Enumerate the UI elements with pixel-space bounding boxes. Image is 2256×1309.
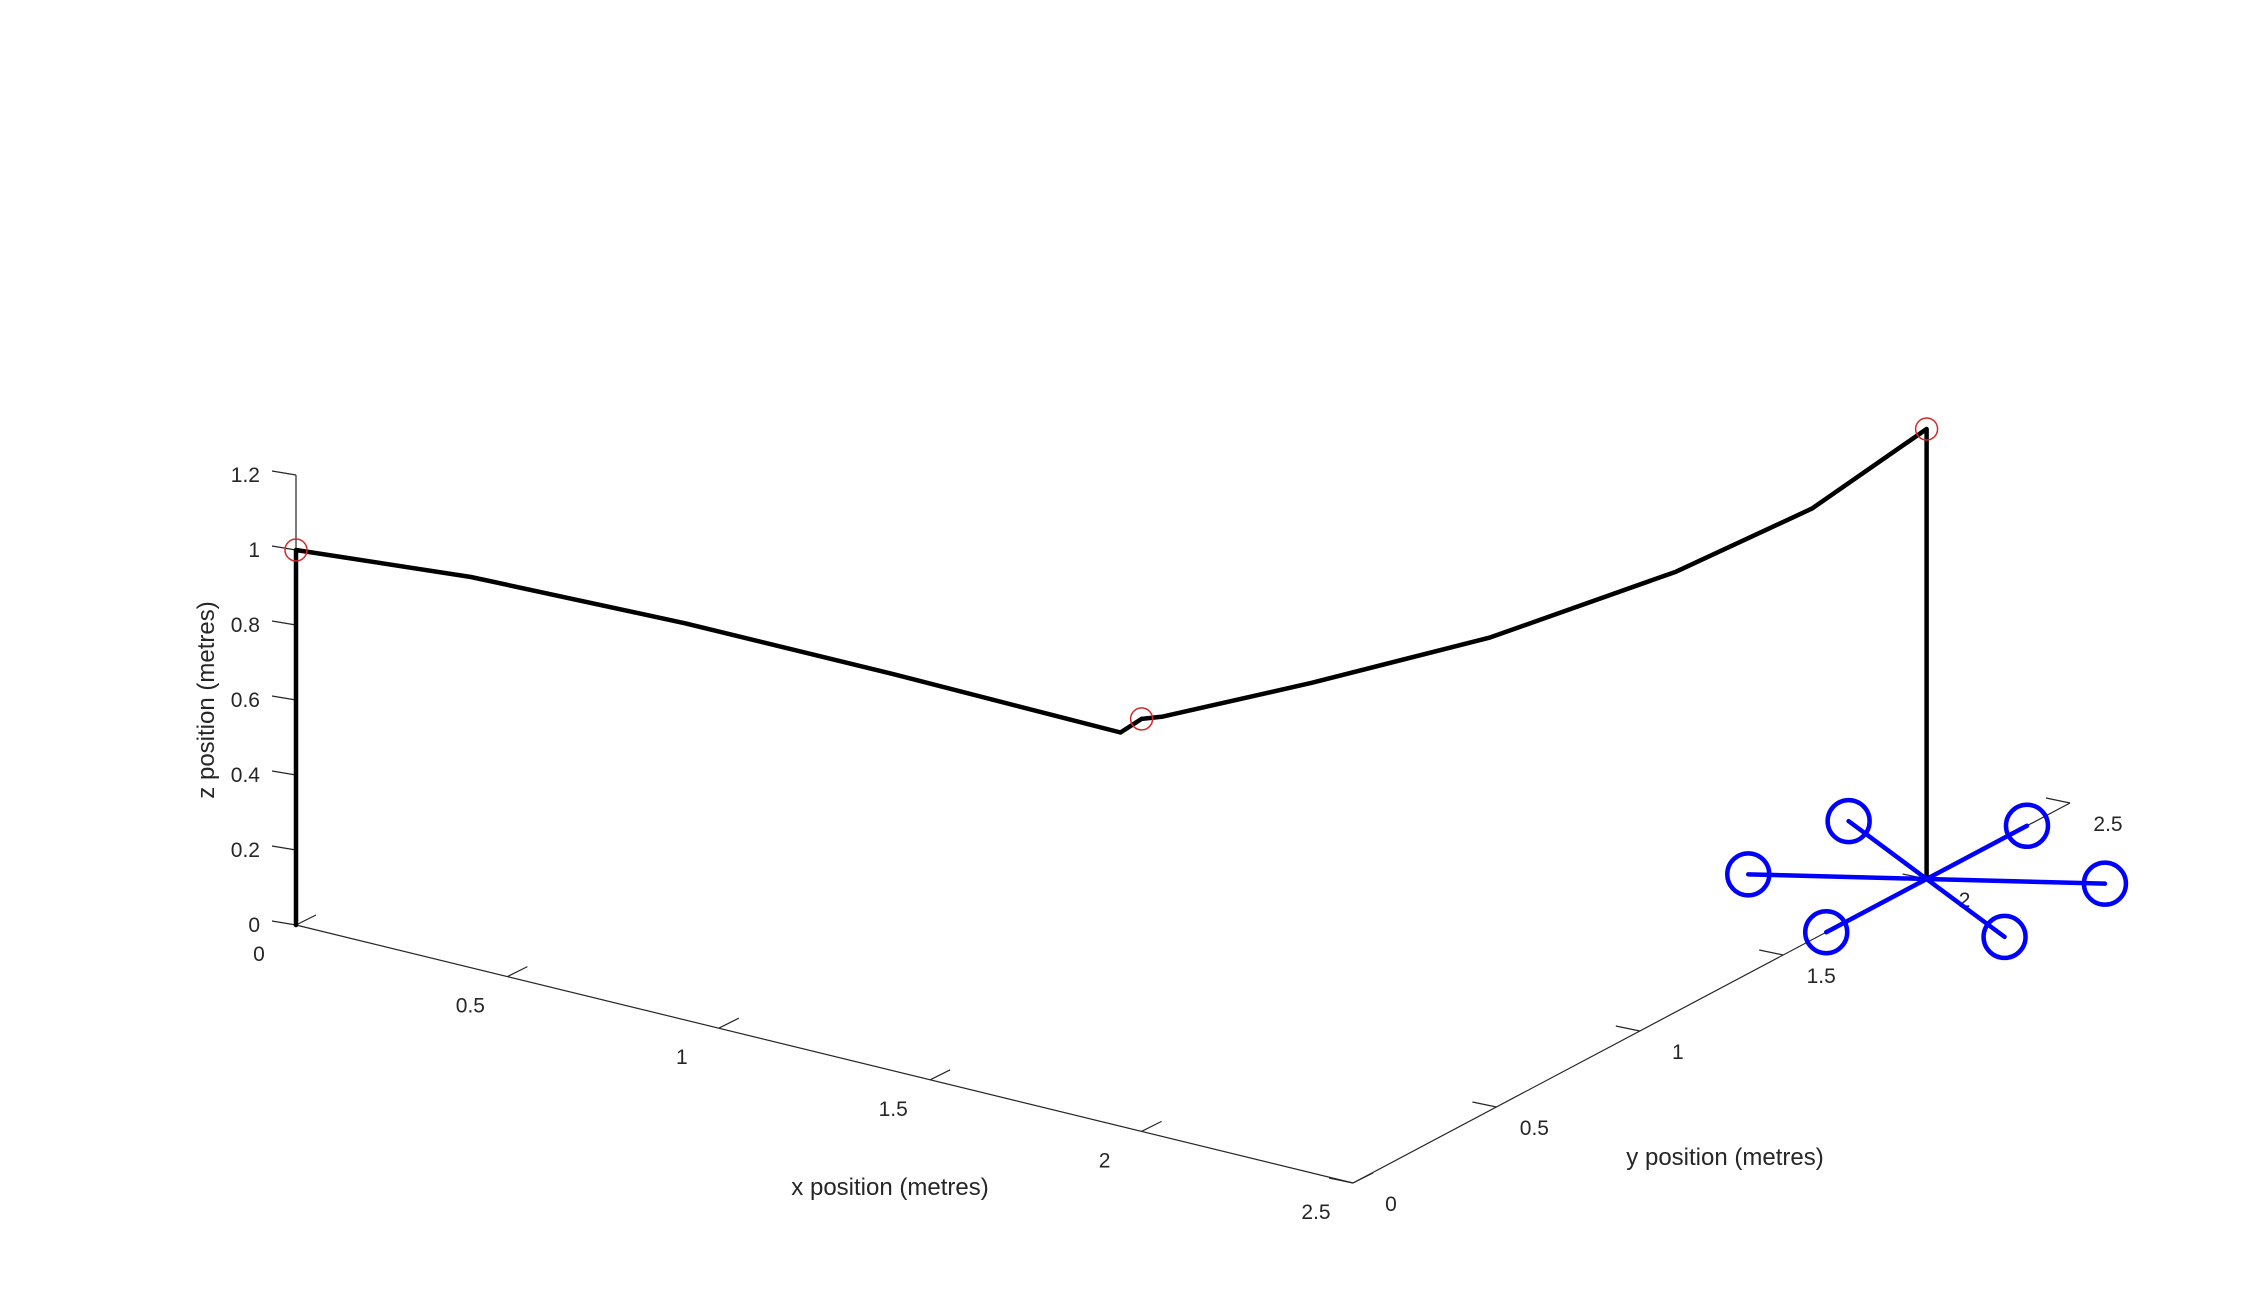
y-tick-label: 1 bbox=[1672, 1041, 1684, 1064]
y-tick bbox=[1328, 1177, 1354, 1184]
y-tick-label: 0.5 bbox=[1520, 1117, 1549, 1140]
y-tick-label: 1.5 bbox=[1807, 965, 1836, 988]
z-axis-label: z position (metres) bbox=[193, 601, 220, 798]
y-tick bbox=[2045, 797, 2071, 804]
x-axis-label: x position (metres) bbox=[791, 1174, 988, 1201]
y-tick bbox=[1759, 949, 1784, 956]
z-tick-label: 0.6 bbox=[231, 689, 260, 712]
z-tick bbox=[271, 545, 297, 551]
quadrotor-rotor bbox=[1802, 908, 1850, 956]
x-tick-label: 0.5 bbox=[456, 995, 485, 1018]
quadrotor-arm bbox=[1924, 823, 2030, 882]
y-axis-label: y position (metres) bbox=[1626, 1144, 1823, 1171]
y-tick-label: 0 bbox=[1385, 1193, 1397, 1216]
quadrotor-rotor bbox=[1825, 797, 1872, 845]
x-axis-line bbox=[295, 924, 1354, 1184]
y-tick-label: 2.5 bbox=[2093, 813, 2122, 836]
trajectory-line bbox=[293, 426, 1929, 928]
quadrotor-rotor bbox=[2003, 802, 2051, 850]
waypoint-marker bbox=[1914, 417, 1939, 441]
quadrotor-arm bbox=[1746, 872, 1929, 882]
x-tick bbox=[295, 914, 317, 926]
quadrotor-arm bbox=[1924, 876, 2007, 940]
quadrotor-arm bbox=[1924, 876, 2108, 886]
z-tick-label: 1.2 bbox=[231, 464, 260, 487]
x-tick-label: 2 bbox=[1099, 1149, 1111, 1172]
z-tick-label: 0.8 bbox=[231, 614, 260, 637]
z-tick-label: 1 bbox=[248, 539, 260, 562]
z-tick bbox=[271, 920, 297, 926]
z-tick bbox=[271, 620, 297, 626]
x-tick-label: 1.5 bbox=[879, 1098, 908, 1121]
x-tick-label: 1 bbox=[676, 1046, 688, 1069]
quadrotor-rotor bbox=[1981, 913, 2028, 961]
axes-lines bbox=[295, 475, 2071, 1184]
z-tick bbox=[271, 695, 297, 701]
waypoint-marker bbox=[1129, 707, 1154, 731]
y-tick bbox=[1615, 1025, 1640, 1032]
z-tick bbox=[271, 845, 297, 851]
x-tick bbox=[1141, 1120, 1162, 1132]
z-tick bbox=[271, 770, 297, 776]
ticks bbox=[271, 470, 2071, 1184]
z-tick-label: 0.4 bbox=[231, 764, 261, 787]
x-tick bbox=[1352, 1172, 1374, 1184]
quadrotor-arm bbox=[1823, 876, 1929, 935]
waypoint-marker bbox=[284, 538, 308, 562]
tick-labels: 0 0.5 1 1.5 2 2.5 0 0.5 1 1.5 2 2.5 0 0.2 0.4 0.6 0.8 1 1.… bbox=[231, 464, 2123, 1224]
x-tick bbox=[718, 1017, 740, 1029]
trajectory bbox=[293, 426, 1929, 928]
quadrotor-rotor bbox=[1725, 851, 1772, 898]
quadrotor-arm bbox=[1846, 818, 1929, 882]
waypoints bbox=[284, 417, 1939, 731]
x-tick-label: 0 bbox=[253, 943, 265, 966]
x-tick bbox=[929, 1069, 951, 1081]
y-tick-label: 2 bbox=[1959, 889, 1971, 912]
x-tick bbox=[507, 966, 528, 978]
z-tick-label: 0.2 bbox=[231, 839, 260, 862]
x-tick-label: 2.5 bbox=[1301, 1201, 1330, 1224]
quadrotor-rotor bbox=[2081, 860, 2129, 907]
z-tick-label: 0 bbox=[248, 914, 260, 937]
quadrotor bbox=[1725, 797, 2129, 961]
z-tick bbox=[271, 470, 297, 476]
y-tick bbox=[1472, 1101, 1497, 1108]
